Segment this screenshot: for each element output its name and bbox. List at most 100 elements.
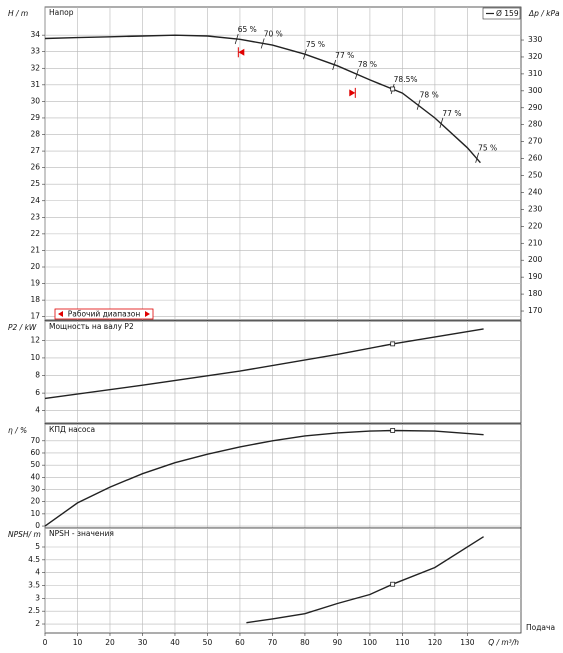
y-tick-label: 3: [35, 593, 40, 602]
panel-title: КПД насоса: [49, 425, 95, 434]
y2-tick-label: 320: [528, 52, 543, 61]
y-tick-label: 29: [30, 113, 40, 122]
y-tick-label: 24: [30, 196, 40, 205]
y-tick-label: 70: [30, 436, 40, 445]
y-tick-label: 30: [30, 485, 40, 494]
curve: [44, 34, 481, 164]
y2-tick-label: 220: [528, 221, 543, 230]
work-range-box-arrow: [58, 311, 63, 317]
y-tick-label: 10: [30, 353, 40, 362]
panel-frame: [44, 6, 522, 321]
y-axis-label: NPSH/ m: [8, 530, 41, 539]
curve: [44, 328, 484, 400]
x-tick-label: 50: [203, 638, 213, 647]
y-tick-label: 28: [30, 130, 40, 139]
x-tick-label: 40: [170, 638, 180, 647]
x-tick-label: 120: [428, 638, 443, 647]
y-axis-label: η / %: [8, 426, 27, 435]
efficiency-label: 78 %: [358, 60, 377, 69]
efficiency-tick: [475, 152, 480, 163]
y-tick-label: 3.5: [28, 581, 40, 590]
efficiency-label: 77 %: [335, 51, 354, 60]
panel-frame: [44, 320, 522, 424]
x-tick-label: 130: [460, 638, 475, 647]
efficiency-tick: [355, 68, 359, 80]
panel-title: Мощность на валу P2: [49, 322, 134, 331]
y-tick-label: 40: [30, 472, 40, 481]
y2-tick-label: 280: [528, 120, 543, 129]
curve: [246, 536, 484, 624]
y-tick-label: 18: [30, 295, 40, 304]
y-tick-label: 22: [30, 229, 40, 238]
y-tick-label: 50: [30, 460, 40, 469]
y-tick-label: 60: [30, 448, 40, 457]
y-tick-label: 25: [30, 179, 40, 188]
panel-title: NPSH - значения: [49, 529, 114, 538]
y-tick-label: 5: [35, 542, 40, 551]
work-range-label: Рабочий диапазон: [68, 310, 141, 319]
x-tick-label: 100: [363, 638, 378, 647]
y-tick-label: 33: [30, 47, 40, 56]
y-tick-label: 20: [30, 497, 40, 506]
x-tick-label: 70: [268, 638, 278, 647]
y-tick-label: 17: [30, 312, 40, 321]
y2-tick-label: 190: [528, 272, 543, 281]
x-tick-label: 110: [395, 638, 410, 647]
work-range-arrow: [349, 89, 356, 97]
y2-tick-label: 240: [528, 187, 543, 196]
y-axis-label: H / m: [8, 9, 28, 18]
y2-tick-label: 270: [528, 137, 543, 146]
x-tick-label: 0: [43, 638, 48, 647]
y2-tick-label: 290: [528, 103, 543, 112]
efficiency-label: 78 %: [420, 91, 439, 100]
y-tick-label: 2: [35, 619, 40, 628]
efficiency-tick: [260, 38, 265, 49]
work-range-arrow: [238, 48, 245, 56]
y-tick-label: 6: [35, 388, 40, 397]
y2-axis-label: Δp / kPa: [528, 9, 560, 18]
y-tick-label: 20: [30, 262, 40, 271]
y-tick-label: 4: [35, 406, 40, 415]
panel-title: Напор: [49, 8, 74, 17]
x-caption: Подача: [526, 623, 555, 632]
y-tick-label: 8: [35, 371, 40, 380]
y-tick-label: 2.5: [28, 606, 40, 615]
x-tick-label: 90: [333, 638, 343, 647]
y-tick-label: 4: [35, 568, 40, 577]
x-tick-label: 80: [300, 638, 310, 647]
y2-tick-label: 310: [528, 69, 543, 78]
y2-tick-label: 180: [528, 289, 543, 298]
y-tick-label: 0: [35, 521, 40, 530]
efficiency-label: 75 %: [306, 40, 325, 49]
duty-point: [390, 581, 396, 587]
legend-box: [482, 7, 521, 20]
y-tick-label: 12: [30, 335, 40, 344]
efficiency-label: 70 %: [264, 29, 283, 38]
efficiency-label: 65 %: [238, 25, 257, 34]
work-range-box: [54, 308, 154, 320]
y-tick-label: 26: [30, 163, 40, 172]
y-tick-label: 27: [30, 146, 40, 155]
y2-tick-label: 210: [528, 238, 543, 247]
efficiency-label: 77 %: [442, 109, 461, 118]
curve: [44, 429, 484, 527]
efficiency-tick: [332, 59, 337, 71]
efficiency-tick: [303, 49, 307, 60]
y-tick-label: 23: [30, 212, 40, 221]
work-range-box-arrow: [145, 311, 150, 317]
duty-point: [390, 341, 396, 347]
y-tick-label: 19: [30, 279, 40, 288]
y2-tick-label: 170: [528, 306, 543, 315]
y-tick-label: 30: [30, 96, 40, 105]
y-tick-label: 10: [30, 509, 40, 518]
efficiency-tick: [234, 33, 239, 45]
legend-label: Ø 159: [496, 9, 519, 18]
y2-tick-label: 330: [528, 35, 543, 44]
y-tick-label: 21: [30, 245, 40, 254]
y2-tick-label: 230: [528, 204, 543, 213]
y2-tick-label: 200: [528, 255, 543, 264]
y2-tick-label: 260: [528, 154, 543, 163]
y2-tick-label: 300: [528, 86, 543, 95]
y-tick-label: 31: [30, 80, 40, 89]
